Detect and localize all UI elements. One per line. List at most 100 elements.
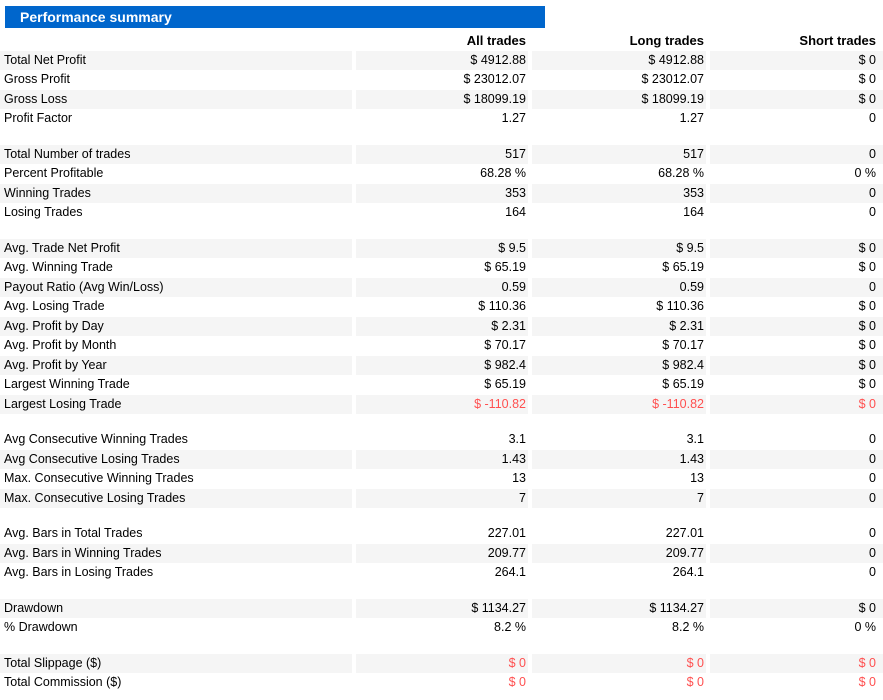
cell-long-trades: 209.77 (532, 543, 706, 563)
column-header-short-trades: Short trades (799, 33, 876, 48)
cell-short-trades: $ 0 (710, 238, 883, 258)
row-label: Max. Consecutive Losing Trades (0, 488, 352, 508)
table-row: Total Slippage ($) $ 0 $ 0 $ 0 (0, 653, 883, 673)
cell-short-trades: $ 0 (858, 260, 876, 274)
row-label: Avg. Trade Net Profit (0, 238, 352, 258)
table-row: Avg. Losing Trade $ 110.36 $ 110.36 $ 0 (0, 297, 883, 317)
row-label: Total Number of trades (0, 144, 352, 164)
cell-short-trades: $ 0 (858, 675, 876, 689)
cell-all-trades: 164 (505, 205, 526, 219)
table-row: Avg Consecutive Losing Trades 1.43 1.43 0 (0, 449, 883, 469)
cell-all-trades: $ 23012.07 (463, 72, 526, 86)
table-row: % Drawdown 8.2 % 8.2 % 0 % (0, 618, 883, 638)
cell-short-trades: $ 0 (710, 394, 883, 414)
cell-short-trades: 0 (710, 449, 883, 469)
cell-short-trades: 0 (869, 205, 876, 219)
cell-short-trades: $ 0 (710, 316, 883, 336)
table-row: Total Number of trades 517 517 0 (0, 144, 883, 164)
performance-table: All trades Long trades Short trades Tota… (0, 31, 883, 693)
cell-short-trades: 0 (869, 565, 876, 579)
cell-short-trades: 0 (710, 183, 883, 203)
cell-long-trades: 353 (532, 183, 706, 203)
cell-short-trades: $ 0 (858, 299, 876, 313)
cell-all-trades: $ 2.31 (356, 316, 528, 336)
row-spacer (0, 414, 883, 430)
cell-long-trades: 264.1 (672, 565, 704, 579)
cell-long-trades: $ 4912.88 (532, 50, 706, 70)
cell-short-trades: 0 (710, 543, 883, 563)
cell-short-trades: 0 (710, 144, 883, 164)
table-row: Winning Trades 353 353 0 (0, 183, 883, 203)
table-row: Avg. Bars in Losing Trades 264.1 264.1 0 (0, 563, 883, 583)
cell-long-trades: $ 982.4 (532, 355, 706, 375)
row-label: Winning Trades (0, 183, 352, 203)
table-row: Avg. Profit by Year $ 982.4 $ 982.4 $ 0 (0, 355, 883, 375)
cell-all-trades: 3.1 (508, 432, 526, 446)
table-row: Avg. Profit by Month $ 70.17 $ 70.17 $ 0 (0, 336, 883, 356)
table-row: Largest Losing Trade $ -110.82 $ -110.82 $ … (0, 394, 883, 414)
cell-all-trades: 353 (356, 183, 528, 203)
row-spacer (0, 223, 883, 239)
cell-all-trades: 13 (512, 471, 526, 485)
column-header-long-trades: Long trades (629, 33, 704, 48)
row-label: Avg. Losing Trade (4, 299, 105, 313)
page-title: Performance summary (20, 9, 172, 25)
cell-short-trades: $ 0 (710, 598, 883, 618)
table-row: Gross Loss $ 18099.19 $ 18099.19 $ 0 (0, 89, 883, 109)
cell-all-trades: 264.1 (494, 565, 526, 579)
row-label: Profit Factor (4, 111, 73, 125)
cell-all-trades: 209.77 (356, 543, 528, 563)
table-row: Avg. Bars in Total Trades 227.01 227.01 0 (0, 524, 883, 544)
row-label: Avg. Winning Trade (4, 260, 113, 274)
cell-all-trades: 7 (356, 488, 528, 508)
cell-long-trades: $ -110.82 (532, 394, 706, 414)
table-row: Total Net Profit $ 4912.88 $ 4912.88 $ 0 (0, 50, 883, 70)
cell-long-trades: $ 0 (686, 675, 704, 689)
table-row: Drawdown $ 1134.27 $ 1134.27 $ 0 (0, 598, 883, 618)
table-row: Losing Trades 164 164 0 (0, 203, 883, 223)
table-header-row: All trades Long trades Short trades (0, 31, 883, 51)
table-row: Profit Factor 1.27 1.27 0 (0, 109, 883, 129)
cell-short-trades: $ 0 (710, 89, 883, 109)
cell-all-trades: 1.43 (356, 449, 528, 469)
table-row: Max. Consecutive Winning Trades 13 13 0 (0, 469, 883, 489)
table-row: Avg. Winning Trade $ 65.19 $ 65.19 $ 0 (0, 258, 883, 278)
row-label: % Drawdown (4, 620, 78, 634)
cell-short-trades: 0 (869, 526, 876, 540)
row-label: Largest Winning Trade (4, 377, 130, 391)
cell-long-trades: 8.2 % (672, 620, 704, 634)
cell-long-trades: $ 2.31 (532, 316, 706, 336)
row-label: Largest Losing Trade (0, 394, 352, 414)
cell-short-trades: $ 0 (858, 338, 876, 352)
cell-short-trades: 0 (869, 471, 876, 485)
row-label: Avg. Profit by Year (0, 355, 352, 375)
row-spacer (0, 583, 883, 599)
cell-long-trades: $ 9.5 (532, 238, 706, 258)
cell-all-trades: $ 4912.88 (356, 50, 528, 70)
row-spacer (0, 638, 883, 654)
cell-short-trades: $ 0 (858, 377, 876, 391)
cell-all-trades: $ 70.17 (484, 338, 526, 352)
table-row: Gross Profit $ 23012.07 $ 23012.07 $ 0 (0, 70, 883, 90)
cell-long-trades: $ 70.17 (662, 338, 704, 352)
cell-all-trades: $ 0 (356, 653, 528, 673)
cell-short-trades: 0 % (854, 166, 876, 180)
cell-short-trades: $ 0 (710, 50, 883, 70)
row-label: Payout Ratio (Avg Win/Loss) (0, 277, 352, 297)
table-row: Avg. Profit by Day $ 2.31 $ 2.31 $ 0 (0, 316, 883, 336)
cell-all-trades: $ 982.4 (356, 355, 528, 375)
cell-short-trades: $ 0 (858, 72, 876, 86)
cell-long-trades: 164 (683, 205, 704, 219)
cell-short-trades: 0 (710, 277, 883, 297)
column-header-all-trades: All trades (466, 33, 526, 48)
cell-long-trades: $ 18099.19 (532, 89, 706, 109)
cell-long-trades: 517 (532, 144, 706, 164)
cell-long-trades: $ 1134.27 (532, 598, 706, 618)
column-header-empty (0, 31, 352, 51)
row-label: Total Net Profit (0, 50, 352, 70)
title-bar: Performance summary (5, 6, 545, 28)
table-row: Avg Consecutive Winning Trades 3.1 3.1 0 (0, 430, 883, 450)
cell-all-trades: $ 0 (508, 675, 526, 689)
table-row: Largest Winning Trade $ 65.19 $ 65.19 $ 0 (0, 375, 883, 395)
